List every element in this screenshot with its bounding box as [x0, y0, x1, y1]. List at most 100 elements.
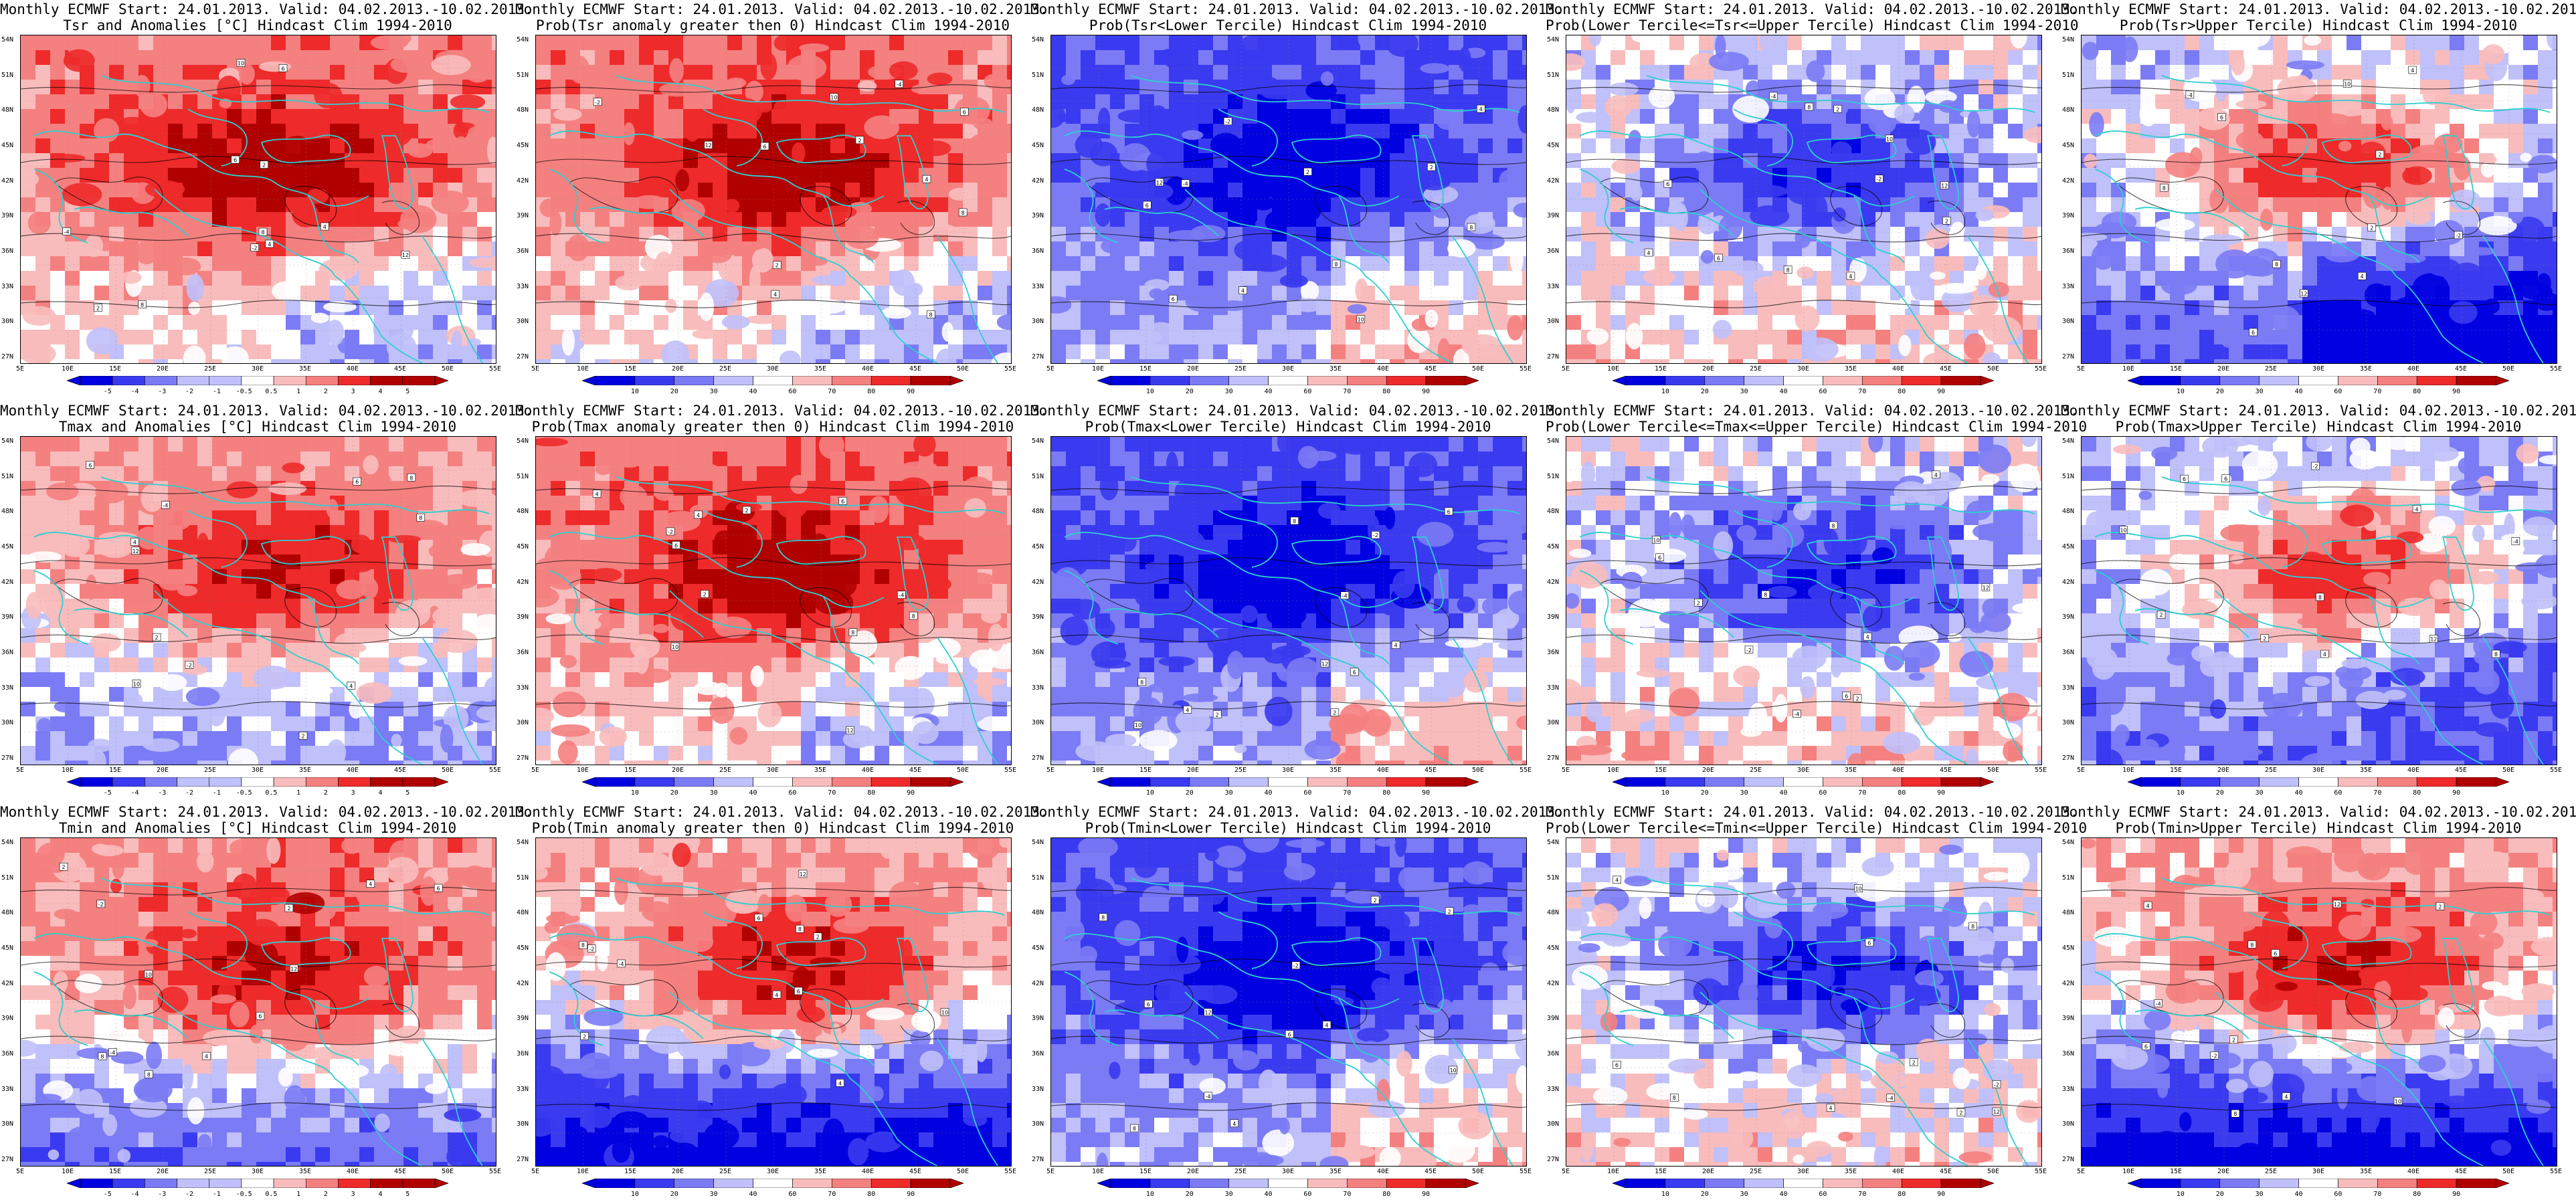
field-blob — [878, 219, 914, 233]
field-cell — [551, 256, 566, 272]
field-cell — [418, 94, 434, 110]
field-cell — [21, 510, 36, 526]
field-cell — [109, 300, 124, 316]
contour-label: 8 — [926, 310, 935, 318]
field-cell — [2170, 344, 2185, 360]
coastline — [1338, 195, 1390, 264]
field-cell — [2347, 344, 2362, 360]
coastline — [1251, 172, 1400, 207]
field-cell — [845, 65, 860, 80]
field-cell — [1684, 124, 1699, 139]
field-cell — [1669, 300, 1685, 316]
field-cell — [1787, 344, 1803, 360]
field-cell — [2008, 50, 2023, 66]
colorbar — [67, 376, 448, 385]
field-cell — [1669, 359, 1685, 363]
field-cell — [1257, 271, 1273, 286]
field-cell — [1272, 241, 1287, 257]
field-cell — [197, 300, 213, 316]
field-cell — [315, 540, 331, 555]
field-cell — [448, 437, 463, 452]
field-cell — [610, 80, 625, 95]
field-cell — [153, 466, 169, 482]
field-blob — [685, 41, 705, 54]
field-cell — [948, 256, 963, 272]
field-cell — [1817, 109, 1832, 124]
field-cell — [2317, 271, 2332, 286]
field-cell — [1331, 330, 1346, 345]
field-blob — [1983, 352, 2001, 363]
field-cell — [1184, 50, 1199, 66]
field-blob — [1963, 333, 1986, 360]
field-cell — [1228, 80, 1243, 95]
field-blob — [1234, 239, 1262, 260]
field-cell — [786, 315, 802, 330]
field-cell — [1596, 153, 1611, 169]
field-cell — [580, 168, 595, 183]
field-cell — [448, 555, 463, 570]
field-cell — [1949, 153, 1964, 169]
field-cell — [1169, 94, 1184, 110]
field-cell — [2391, 359, 2406, 363]
field-cell — [786, 330, 802, 345]
field-cell — [109, 80, 124, 95]
field-cell — [2494, 359, 2509, 363]
field-cell — [904, 359, 919, 363]
latitude-label: 33N — [2062, 282, 2075, 290]
field-cell — [1566, 168, 1582, 183]
field-cell — [2508, 359, 2524, 363]
field-cell — [1139, 344, 1155, 360]
field-cell — [1213, 344, 1228, 360]
colorbar-label: 1 — [296, 388, 301, 395]
field-blob — [2338, 140, 2352, 152]
field-cell — [286, 359, 301, 363]
field-cell — [256, 315, 272, 330]
panel-title: Monthly ECMWF Start: 24.01.2013. Valid: … — [0, 403, 533, 419]
field-cell — [1081, 300, 1096, 316]
field-cell — [830, 315, 846, 330]
field-cell — [933, 35, 949, 51]
field-blob — [2215, 81, 2227, 102]
field-cell — [830, 65, 846, 80]
contour-line — [1599, 177, 1709, 214]
colorbar-segment — [1347, 376, 1387, 385]
field-cell — [1051, 183, 1067, 198]
field-cell — [197, 153, 213, 169]
field-cell — [978, 241, 993, 257]
field-cell — [1360, 212, 1376, 227]
colorbar-segment — [370, 376, 403, 385]
field-cell — [21, 271, 36, 286]
field-cell — [256, 330, 272, 345]
field-cell — [80, 94, 95, 110]
field-cell — [1404, 286, 1420, 301]
field-cell — [300, 241, 316, 257]
field-cell — [183, 452, 198, 467]
field-cell — [1875, 286, 1891, 301]
field-blob — [2102, 211, 2137, 233]
field-cell — [212, 510, 227, 526]
field-cell — [1758, 315, 1773, 330]
colorbar-label: 90 — [2452, 388, 2461, 395]
field-cell — [1331, 109, 1346, 124]
field-cell — [2126, 109, 2141, 124]
field-cell — [2155, 80, 2171, 95]
field-cell — [1404, 359, 1420, 363]
field-cell — [2023, 271, 2038, 286]
field-cell — [2317, 65, 2332, 80]
field-cell — [65, 300, 80, 316]
field-cell — [1390, 138, 1405, 154]
field-cell — [624, 241, 640, 257]
field-cell — [1404, 168, 1420, 183]
colorbar-label: 0.5 — [265, 388, 278, 395]
field-cell — [1375, 256, 1390, 272]
field-cell — [2376, 256, 2391, 272]
field-cell — [1493, 94, 1508, 110]
field-cell — [1375, 183, 1390, 198]
field-cell — [2464, 212, 2480, 227]
field-cell — [1243, 183, 1258, 198]
field-cell — [1669, 286, 1685, 301]
field-cell — [2023, 65, 2038, 80]
field-blob — [323, 301, 357, 313]
field-cell — [271, 109, 286, 124]
field-cell — [359, 94, 375, 110]
